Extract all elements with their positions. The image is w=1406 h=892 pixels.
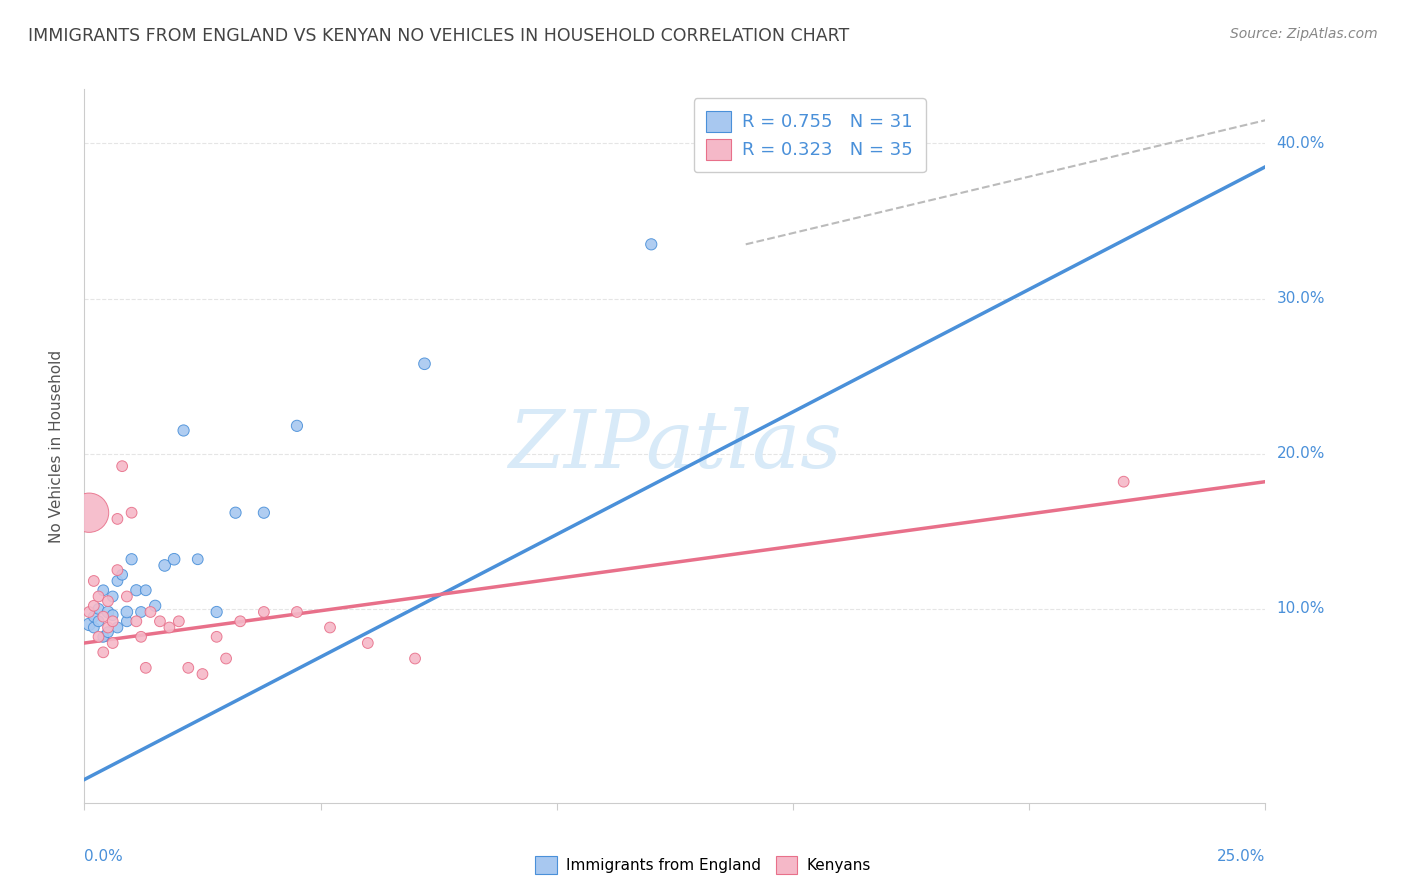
Text: 10.0%: 10.0% xyxy=(1277,601,1324,616)
Point xyxy=(83,609,105,624)
Point xyxy=(77,617,100,632)
Point xyxy=(135,661,157,675)
Point xyxy=(115,590,138,604)
Point xyxy=(205,605,228,619)
Point xyxy=(107,620,129,634)
Point xyxy=(87,615,110,629)
Point xyxy=(101,590,124,604)
Point xyxy=(107,574,129,588)
Point xyxy=(413,357,436,371)
Point xyxy=(91,630,114,644)
Point xyxy=(77,605,100,619)
Text: IMMIGRANTS FROM ENGLAND VS KENYAN NO VEHICLES IN HOUSEHOLD CORRELATION CHART: IMMIGRANTS FROM ENGLAND VS KENYAN NO VEH… xyxy=(28,27,849,45)
Point xyxy=(229,615,252,629)
Point xyxy=(215,651,238,665)
Point xyxy=(107,563,129,577)
Point xyxy=(97,620,120,634)
Point xyxy=(149,615,172,629)
Point xyxy=(187,552,209,566)
Point xyxy=(91,609,114,624)
Point xyxy=(205,630,228,644)
Point xyxy=(173,424,195,438)
Point xyxy=(129,605,152,619)
Point xyxy=(107,512,129,526)
Point xyxy=(111,459,134,474)
Text: 25.0%: 25.0% xyxy=(1218,849,1265,864)
Point xyxy=(153,558,176,573)
Point xyxy=(357,636,380,650)
Point xyxy=(115,605,138,619)
Point xyxy=(319,620,342,634)
Point xyxy=(404,651,426,665)
Text: ZIPatlas: ZIPatlas xyxy=(508,408,842,484)
Point xyxy=(121,552,143,566)
Point xyxy=(83,620,105,634)
Point xyxy=(225,506,247,520)
Point xyxy=(125,615,148,629)
Point xyxy=(87,602,110,616)
Text: 0.0%: 0.0% xyxy=(84,849,124,864)
Point xyxy=(125,583,148,598)
Legend: R = 0.755   N = 31, R = 0.323   N = 35: R = 0.755 N = 31, R = 0.323 N = 35 xyxy=(693,98,925,172)
Point xyxy=(91,645,114,659)
Point xyxy=(253,605,276,619)
Point xyxy=(191,667,214,681)
Point xyxy=(139,605,162,619)
Point xyxy=(97,625,120,640)
Point xyxy=(285,418,308,433)
Point xyxy=(101,608,124,623)
Text: 30.0%: 30.0% xyxy=(1277,291,1324,306)
Point xyxy=(115,615,138,629)
Point xyxy=(285,605,308,619)
Point xyxy=(253,506,276,520)
Point xyxy=(640,237,662,252)
Point xyxy=(157,620,180,634)
Y-axis label: No Vehicles in Household: No Vehicles in Household xyxy=(49,350,63,542)
Point xyxy=(91,583,114,598)
Text: Source: ZipAtlas.com: Source: ZipAtlas.com xyxy=(1230,27,1378,41)
Point xyxy=(97,594,120,608)
Point xyxy=(177,661,200,675)
Point xyxy=(87,630,110,644)
Text: 20.0%: 20.0% xyxy=(1277,446,1324,461)
Point xyxy=(129,630,152,644)
Point xyxy=(83,574,105,588)
Text: 40.0%: 40.0% xyxy=(1277,136,1324,151)
Point xyxy=(1112,475,1135,489)
Point xyxy=(121,506,143,520)
Point xyxy=(101,636,124,650)
Point xyxy=(101,615,124,629)
Point xyxy=(77,506,100,520)
Point xyxy=(167,615,190,629)
Legend: Immigrants from England, Kenyans: Immigrants from England, Kenyans xyxy=(529,850,877,880)
Point xyxy=(135,583,157,598)
Point xyxy=(83,599,105,613)
Point xyxy=(143,599,166,613)
Point xyxy=(111,567,134,582)
Point xyxy=(163,552,186,566)
Point xyxy=(97,605,120,619)
Point xyxy=(87,590,110,604)
